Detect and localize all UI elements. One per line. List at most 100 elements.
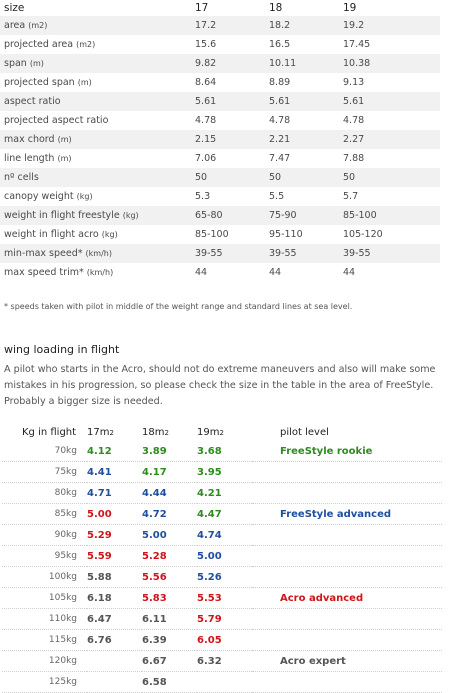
wing-loading-pilot-level — [252, 671, 442, 693]
wing-loading-value-18: 4.72 — [142, 503, 197, 525]
wing-loading-table: Kg in flight 17m2 18m2 19m2 pilot level … — [2, 424, 442, 693]
wing-loading-row: 80kg 4.71 4.44 4.21 — [2, 482, 442, 504]
wing-loading-header-row: Kg in flight 17m2 18m2 19m2 pilot level — [2, 424, 442, 441]
wing-loading-kg: 125kg — [2, 671, 87, 693]
wing-loading-pilot-level — [252, 566, 442, 588]
specs-row-label: max chord (m) — [0, 130, 191, 149]
wing-loading-value-18: 4.44 — [142, 482, 197, 504]
wing-loading-pilot-level: Acro expert — [252, 650, 442, 672]
specs-value-17: 5.61 — [191, 92, 265, 111]
specs-value-18: 95-110 — [269, 229, 303, 240]
specs-value-17: 2.15 — [191, 130, 265, 149]
wing-loading-value-18: 5.83 — [142, 587, 197, 609]
specs-row-label: projected aspect ratio — [0, 111, 191, 130]
specs-value-17: 85-100 — [195, 229, 229, 240]
wing-loading-value-17: 5.00 — [87, 503, 142, 525]
wing-loading-body: 70kg 4.12 3.89 3.68 FreeStyle rookie 75kg 4.41… — [2, 441, 442, 693]
specs-value-18: 8.89 — [269, 77, 291, 88]
specs-value-18: 39-55 — [265, 244, 339, 263]
specs-footnote: * speeds taken with pilot in middle of t… — [4, 302, 353, 311]
wing-loading-value-18: 6.67 — [142, 650, 197, 672]
wing-loading-value-19: 5.26 — [197, 566, 252, 588]
specs-label-unit: (m2) — [76, 40, 96, 49]
specs-row-label: line length (m) — [0, 149, 191, 168]
specs-row-label: area (m2) — [0, 16, 191, 35]
wing-loading-value-19: 4.74 — [197, 524, 252, 546]
specs-label-unit: (km/h) — [86, 268, 114, 277]
specs-value-18: 4.78 — [269, 115, 291, 126]
specs-value-19: 10.38 — [339, 54, 440, 73]
specs-row: weight in flight acro (kg) 85-100 95-110 10… — [0, 225, 440, 244]
specs-header-size: size — [4, 2, 25, 14]
wing-loading-kg: 80kg — [2, 482, 87, 504]
specs-label-text: line length — [4, 153, 55, 164]
wing-loading-value-19: 6.05 — [197, 629, 252, 651]
specs-row: aspect ratio 5.61 5.61 5.61 — [0, 92, 440, 111]
wing-loading-value-19: 5.00 — [197, 545, 252, 567]
specs-value-17: 8.64 — [195, 77, 217, 88]
header-19m2: 19m2 — [197, 424, 252, 441]
specs-header-18: 18 — [269, 2, 283, 14]
wing-loading-kg: 95kg — [2, 545, 87, 567]
specs-label-text: area — [4, 20, 26, 31]
wing-loading-title: wing loading in flight — [4, 343, 120, 356]
specs-row: min-max speed* (km/h) 39-55 39-55 39-55 — [0, 244, 440, 263]
specs-row: line length (m) 7.06 7.47 7.88 — [0, 149, 440, 168]
specs-label-text: projected aspect ratio — [4, 115, 109, 126]
wing-loading-value-17: 4.12 — [87, 441, 142, 462]
wing-loading-kg: 100kg — [2, 566, 87, 588]
specs-value-17: 5.3 — [195, 191, 211, 202]
specs-label-text: projected area — [4, 39, 74, 50]
specs-value-18: 44 — [269, 267, 282, 278]
specs-value-17: 44 — [195, 267, 208, 278]
wing-loading-value-19: 4.47 — [197, 503, 252, 525]
specs-value-18: 7.47 — [269, 153, 291, 164]
specs-value-17: 4.78 — [195, 115, 217, 126]
specs-value-19: 50 — [339, 168, 440, 187]
wing-loading-kg: 85kg — [2, 503, 87, 525]
specs-label-unit: (km/h) — [85, 249, 112, 258]
header-kg-in-flight: Kg in flight — [22, 427, 77, 438]
specs-label-unit: (m) — [29, 59, 44, 68]
wing-loading-row: 90kg 5.29 5.00 4.74 — [2, 524, 442, 546]
wing-loading-description: A pilot who starts in the Acro, should n… — [4, 364, 436, 407]
wing-loading-value-18: 6.39 — [142, 629, 197, 651]
wing-loading-value-18: 6.58 — [142, 671, 197, 693]
specs-value-17: 9.82 — [191, 54, 265, 73]
header-18m2-label: 18m — [142, 427, 165, 438]
wing-loading-value-17: 6.18 — [87, 587, 142, 609]
specs-label-unit: (kg) — [76, 192, 93, 201]
specs-label-unit: (kg) — [122, 211, 139, 220]
specs-value-17: 65-80 — [191, 206, 265, 225]
specs-header-19: 19 — [343, 2, 357, 14]
wing-loading-kg: 75kg — [2, 461, 87, 483]
specs-value-19: 5.7 — [343, 191, 359, 202]
specs-label-unit: (kg) — [101, 230, 118, 239]
wing-loading-value-18: 5.28 — [142, 545, 197, 567]
wing-loading-kg: 115kg — [2, 629, 87, 651]
wing-loading-value-17: 4.71 — [87, 482, 142, 504]
header-pilot-level: pilot level — [280, 427, 329, 438]
wing-loading-kg: 70kg — [2, 441, 87, 462]
specs-header-17: 17 — [195, 2, 209, 14]
wing-loading-row: 85kg 5.00 4.72 4.47 FreeStyle advanced — [2, 503, 442, 525]
specs-value-17: 7.06 — [195, 153, 217, 164]
header-19m2-label: 19m — [197, 427, 220, 438]
specs-label-text: max chord — [4, 134, 55, 145]
wing-loading-value-18: 5.00 — [142, 524, 197, 546]
wing-loading-value-19: 3.68 — [197, 441, 252, 462]
wing-loading-value-19: 5.53 — [197, 587, 252, 609]
wing-loading-row: 125kg 6.58 — [2, 671, 442, 693]
specs-value-17: 50 — [191, 168, 265, 187]
specs-row: max speed trim* (km/h) 44 44 44 — [0, 263, 440, 282]
specs-value-18: 75-90 — [265, 206, 339, 225]
wing-loading-value-17: 5.59 — [87, 545, 142, 567]
specs-header-row: size 17 18 19 — [0, 0, 440, 16]
specs-row: nº cells 50 50 50 — [0, 168, 440, 187]
specs-value-19: 17.45 — [343, 39, 371, 50]
specs-label-text: max speed trim* — [4, 267, 84, 278]
wing-loading-value-17: 6.76 — [87, 629, 142, 651]
specs-value-19: 44 — [343, 267, 356, 278]
specs-value-19: 7.88 — [343, 153, 365, 164]
specs-value-19: 105-120 — [343, 229, 383, 240]
